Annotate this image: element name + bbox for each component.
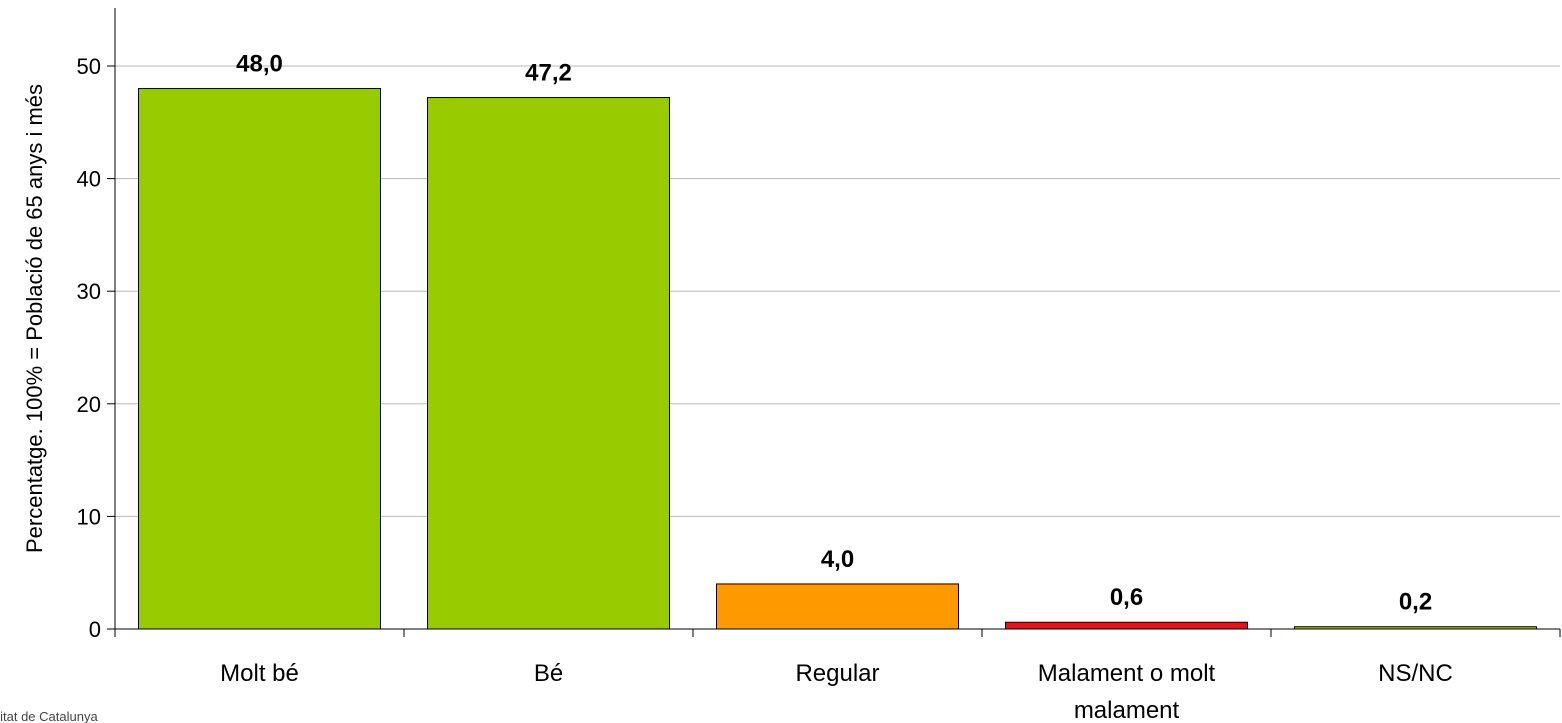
- bar-4: [1005, 621, 1248, 630]
- bars: [138, 88, 1537, 630]
- y-tick-label: 30: [77, 279, 101, 304]
- category-label-4: malament: [1074, 697, 1180, 723]
- value-label-1: 48,0: [236, 51, 283, 78]
- x-tick-marks: [114, 629, 1561, 637]
- category-labels: Molt bé Bé Regular Malament o molt malament N…: [220, 660, 1453, 723]
- y-tick-label: 0: [89, 617, 101, 642]
- value-label-3: 4,0: [821, 546, 854, 573]
- y-tick-label: 40: [77, 167, 101, 192]
- value-label-2: 47,2: [525, 60, 572, 87]
- category-label-2: Bé: [534, 660, 563, 687]
- bar-1: [138, 88, 381, 630]
- category-label-1: Molt bé: [220, 660, 299, 687]
- category-label-4: Malament o molt: [1038, 660, 1216, 687]
- category-label-3: Regular: [795, 660, 879, 687]
- y-tick-labels: 0 10 20 30 40 50: [77, 54, 115, 642]
- y-tick-label: 50: [77, 54, 101, 79]
- y-tick-label: 10: [77, 504, 101, 529]
- y-tick-label: 20: [77, 392, 101, 417]
- source-note: alitat de Catalunya: [0, 709, 98, 723]
- bar-3: [716, 583, 959, 630]
- category-label-5: NS/NC: [1378, 660, 1453, 687]
- axes: [114, 8, 1560, 630]
- y-axis-label: Percentatge. 100% = Població de 65 anys …: [22, 84, 47, 553]
- value-label-4: 0,6: [1110, 584, 1143, 611]
- value-labels: 48,0 47,2 4,0 0,6 0,2: [236, 51, 1432, 616]
- bar-2: [427, 97, 670, 630]
- value-label-5: 0,2: [1399, 589, 1432, 616]
